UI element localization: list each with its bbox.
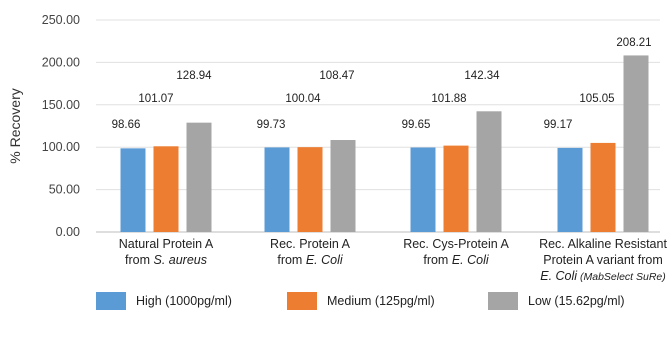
y-tick-label: 100.00 (42, 140, 80, 154)
legend: High (1000pg/ml) Medium (125pg/ml) Low (15… (96, 292, 625, 310)
legend-swatch (287, 292, 317, 310)
y-axis-ticks: 0.00 50.00 100.00 150.00 200.00 250.00 (42, 13, 80, 239)
legend-label: Medium (125pg/ml) (327, 294, 435, 308)
bars (120, 55, 649, 232)
bar (476, 111, 502, 232)
bar (153, 146, 179, 232)
data-label: 99.17 (544, 119, 573, 131)
bar (410, 147, 436, 232)
bar (264, 147, 290, 232)
data-label: 99.73 (257, 119, 286, 131)
data-labels: 98.66 99.73 99.65 99.17 101.07 100.04 101.88 10… (112, 37, 652, 131)
data-label: 101.88 (431, 93, 466, 105)
category-label: Rec. Alkaline Resistant Protein A variant… (539, 237, 667, 283)
legend-label: Low (15.62pg/ml) (528, 294, 625, 308)
bar (557, 147, 583, 232)
data-label: 101.07 (138, 93, 173, 105)
y-tick-label: 150.00 (42, 98, 80, 112)
bar (590, 142, 616, 232)
data-label: 208.21 (616, 37, 651, 49)
legend-swatch (96, 292, 126, 310)
legend-swatch (488, 292, 518, 310)
bar (297, 147, 323, 232)
data-label: 142.34 (464, 70, 500, 82)
data-label: 98.66 (112, 119, 141, 131)
data-label: 128.94 (176, 70, 212, 82)
data-label: 100.04 (285, 93, 321, 105)
bar (120, 148, 146, 232)
y-tick-label: 200.00 (42, 55, 80, 69)
data-label: 99.65 (402, 119, 431, 131)
bar (623, 55, 649, 232)
bar (186, 122, 212, 232)
y-axis-label: % Recovery (7, 88, 23, 163)
y-tick-label: 50.00 (49, 183, 80, 197)
bar (330, 140, 356, 232)
data-label: 105.05 (579, 93, 614, 105)
legend-label: High (1000pg/ml) (136, 294, 232, 308)
bar (443, 145, 469, 232)
data-label: 108.47 (319, 70, 354, 82)
y-tick-label: 0.00 (56, 225, 80, 239)
y-tick-label: 250.00 (42, 13, 80, 27)
